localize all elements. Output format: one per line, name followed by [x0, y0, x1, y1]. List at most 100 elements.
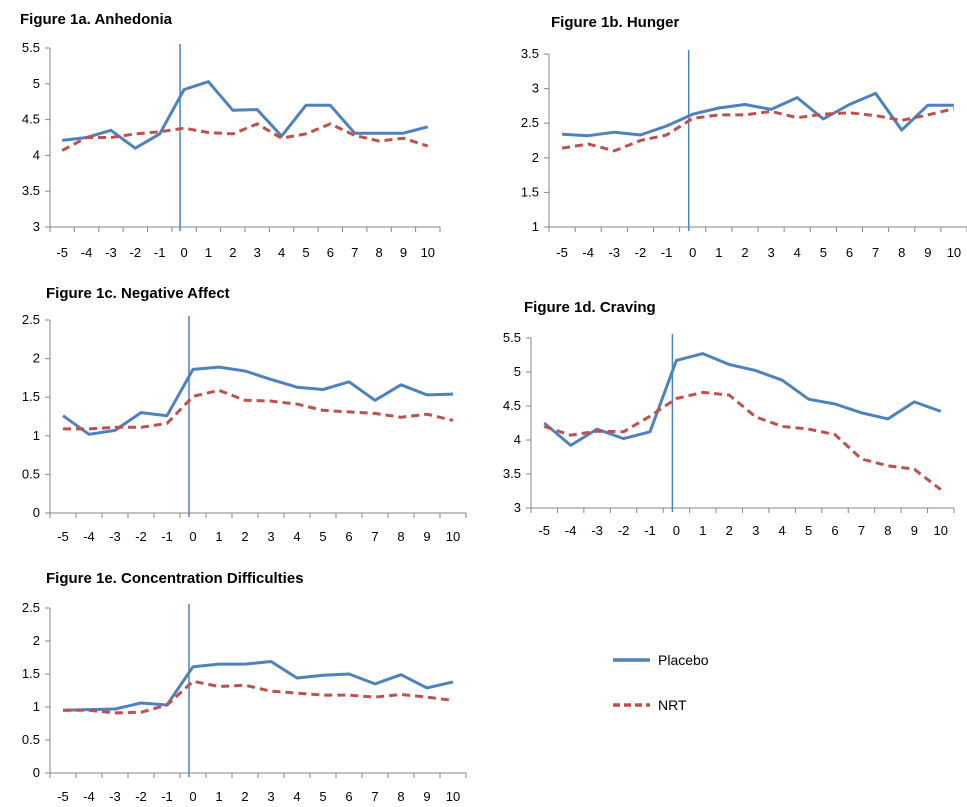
x-tick-label: -2	[135, 789, 147, 804]
x-tick-label: 4	[293, 529, 300, 544]
x-tick-label: 9	[924, 245, 931, 260]
y-tick-label: 2	[532, 150, 539, 165]
x-tick-label: 2	[241, 789, 248, 804]
legend: Placebo NRT	[613, 652, 709, 713]
chart-5: Figure 1e. Concentration Difficulties 0 0.…	[22, 570, 467, 804]
x-tick-label: 6	[831, 523, 838, 538]
y-tick-label: 3.5	[521, 46, 539, 61]
x-tick-label: -2	[618, 523, 630, 538]
y-tick-label: 0	[33, 765, 40, 780]
x-tick-label: 3	[267, 529, 274, 544]
x-tick-label: -1	[161, 529, 173, 544]
x-tick-label: 9	[911, 523, 918, 538]
x-tick-label: 6	[846, 245, 853, 260]
y-tick-label: 0	[33, 505, 40, 520]
x-tick-label: -1	[644, 523, 656, 538]
x-tick-label: -3	[109, 789, 121, 804]
series-placebo-line	[62, 660, 454, 712]
y-tick-label: 5.5	[22, 40, 40, 55]
series-placebo-line	[62, 365, 454, 436]
y-tick-label: 1.5	[521, 184, 539, 199]
x-tick-label: -4	[565, 523, 577, 538]
x-tick-label: 4	[278, 245, 285, 260]
x-tick-label: 10	[947, 245, 961, 260]
y-tick-label: 2	[33, 351, 40, 366]
legend-placebo-label: Placebo	[658, 652, 709, 668]
y-tick-label: 3.5	[22, 183, 40, 198]
x-tick-label: 9	[400, 245, 407, 260]
x-tick-label: -1	[661, 245, 673, 260]
x-tick-label: -3	[105, 245, 117, 260]
x-tick-label: 1	[205, 245, 212, 260]
y-tick-label: 4.5	[503, 398, 521, 413]
x-tick-label: -1	[161, 789, 173, 804]
chart-title: Figure 1e. Concentration Difficulties	[46, 570, 304, 587]
x-tick-label: 7	[351, 245, 358, 260]
x-tick-label: 7	[872, 245, 879, 260]
x-tick-label: -3	[591, 523, 603, 538]
y-tick-label: 4.5	[22, 112, 40, 127]
x-tick-label: 1	[215, 529, 222, 544]
x-tick-label: 7	[371, 789, 378, 804]
x-tick-label: 5	[319, 529, 326, 544]
y-tick-label: 3	[532, 81, 539, 96]
x-tick-label: -1	[154, 245, 166, 260]
x-tick-label: 8	[884, 523, 891, 538]
y-tick-label: 2.5	[521, 115, 539, 130]
x-tick-label: -4	[83, 789, 95, 804]
x-tick-label: -4	[81, 245, 93, 260]
y-tick-label: 3	[514, 500, 521, 515]
x-tick-label: -2	[130, 245, 142, 260]
y-tick-label: 1	[532, 219, 539, 234]
y-tick-label: 1	[33, 428, 40, 443]
x-tick-label: 3	[752, 523, 759, 538]
y-tick-label: 3.5	[503, 466, 521, 481]
x-tick-label: 8	[375, 245, 382, 260]
x-tick-label: 1	[215, 789, 222, 804]
series-placebo-line	[562, 91, 954, 138]
x-tick-label: 2	[726, 523, 733, 538]
y-tick-label: 1.5	[22, 666, 40, 681]
y-tick-label: 4	[514, 432, 521, 447]
x-tick-label: -5	[56, 245, 68, 260]
charts-layer: Figure 1a. Anhedonia 3 3.5 4 4.5 5 5.5 -5 -4 -3 -2…	[20, 11, 967, 804]
series-nrt-line	[543, 390, 942, 491]
x-tick-label: 4	[794, 245, 801, 260]
series-placebo-line	[543, 352, 942, 447]
x-tick-label: -2	[135, 529, 147, 544]
y-tick-label: 0.5	[22, 732, 40, 747]
legend-nrt-label: NRT	[658, 697, 687, 713]
x-tick-label: 8	[397, 789, 404, 804]
chart-2: Figure 1b. Hunger 1 1.5 2 2.5 3 3.5 -5 -4 -3 -2 -1 0…	[521, 14, 967, 260]
x-tick-label: 5	[805, 523, 812, 538]
x-tick-label: 10	[421, 245, 435, 260]
y-tick-label: 0.5	[22, 466, 40, 481]
x-tick-label: -2	[635, 245, 647, 260]
x-tick-label: 0	[673, 523, 680, 538]
x-tick-label: 5	[319, 789, 326, 804]
series-nrt-line	[63, 679, 454, 715]
chart-title: Figure 1c. Negative Affect	[46, 285, 230, 302]
x-tick-label: 3	[267, 789, 274, 804]
x-tick-label: 1	[699, 523, 706, 538]
y-tick-label: 2	[33, 633, 40, 648]
x-tick-label: 7	[858, 523, 865, 538]
x-tick-label: 10	[934, 523, 948, 538]
x-tick-label: -4	[582, 245, 594, 260]
x-tick-label: 4	[779, 523, 786, 538]
x-tick-label: 2	[741, 245, 748, 260]
chart-1: Figure 1a. Anhedonia 3 3.5 4 4.5 5 5.5 -5 -4 -3 -2…	[20, 11, 441, 260]
series-nrt-line	[561, 107, 955, 153]
x-tick-label: 5	[820, 245, 827, 260]
x-tick-label: 0	[689, 245, 696, 260]
x-tick-label: 3	[767, 245, 774, 260]
chart-title: Figure 1b. Hunger	[551, 14, 680, 31]
x-tick-label: 1	[715, 245, 722, 260]
x-tick-label: -4	[83, 529, 95, 544]
y-tick-label: 5.5	[503, 330, 521, 345]
x-tick-label: 7	[371, 529, 378, 544]
series-nrt-line	[63, 388, 454, 431]
x-tick-label: 2	[229, 245, 236, 260]
y-tick-label: 4	[33, 147, 40, 162]
x-tick-label: -5	[556, 245, 568, 260]
